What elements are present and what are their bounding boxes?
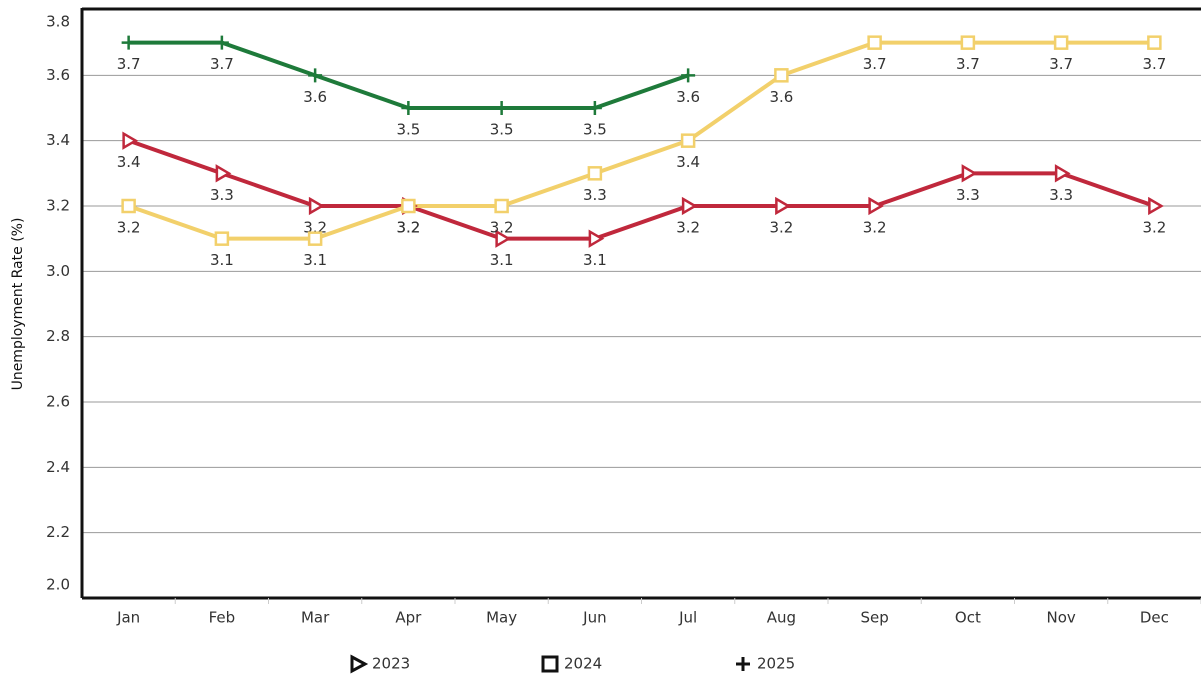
x-tick-label: Aug (767, 609, 796, 627)
data-label: 3.6 (769, 88, 793, 106)
legend-label: 2024 (564, 655, 602, 673)
marker (587, 101, 602, 115)
data-label: 3.4 (676, 153, 700, 171)
data-label: 3.7 (1142, 55, 1166, 73)
marker (587, 166, 603, 181)
marker (401, 198, 416, 214)
legend-label: 2025 (757, 655, 795, 673)
data-label: 3.2 (676, 219, 700, 237)
data-label: 3.3 (956, 186, 980, 204)
marker (681, 196, 698, 216)
x-tick-label: Apr (395, 609, 422, 627)
legend-label: 2023 (372, 655, 410, 673)
marker (960, 35, 976, 50)
y-tick-label: 2.8 (46, 327, 70, 345)
marker (308, 196, 325, 216)
data-label: 3.1 (490, 251, 514, 269)
data-label: 3.5 (490, 121, 514, 139)
data-label: 3.7 (863, 55, 887, 73)
data-label: 3.3 (583, 186, 607, 204)
data-label: 3.5 (583, 121, 607, 139)
marker (308, 68, 323, 83)
x-tick-label: Mar (301, 609, 330, 627)
marker (680, 133, 696, 148)
data-label: 3.7 (117, 55, 141, 73)
x-tick-label: Sep (860, 609, 888, 627)
marker (1148, 196, 1164, 216)
data-label: 3.7 (956, 55, 980, 73)
x-tick-label: Dec (1140, 609, 1169, 627)
y-tick-label: 3.0 (46, 262, 70, 280)
legend-marker (350, 654, 369, 674)
marker (1147, 35, 1162, 50)
data-label: 3.2 (490, 219, 514, 237)
data-label: 3.1 (303, 251, 327, 269)
y-tick-label: 3.4 (46, 131, 70, 149)
y-tick-label: 2.0 (46, 576, 70, 594)
legend-marker (541, 655, 559, 673)
y-tick-label: 2.4 (46, 458, 70, 476)
data-label: 3.1 (583, 251, 607, 269)
y-tick-label: 3.6 (46, 66, 70, 84)
series-line (127, 138, 1156, 241)
marker (494, 198, 509, 214)
data-label: 3.2 (396, 219, 420, 237)
marker (774, 68, 789, 83)
marker (307, 231, 323, 246)
data-label: 3.2 (863, 219, 887, 237)
marker (867, 35, 882, 50)
data-label: 3.7 (1049, 55, 1073, 73)
y-tick-label: 3.8 (46, 13, 70, 31)
series-line (127, 40, 1155, 241)
legend-marker (736, 657, 750, 671)
x-tick-label: Feb (209, 609, 236, 627)
data-label: 3.3 (1049, 186, 1073, 204)
x-tick-label: May (486, 609, 517, 627)
data-label: 3.1 (210, 251, 234, 269)
data-label: 3.2 (769, 219, 793, 237)
marker (588, 229, 605, 248)
data-label: 3.5 (396, 121, 420, 139)
data-label: 3.3 (210, 186, 234, 204)
marker (775, 196, 791, 216)
marker (961, 164, 978, 183)
marker (121, 35, 136, 50)
x-tick-label: Nov (1046, 609, 1075, 627)
x-tick-label: Jan (116, 609, 140, 627)
marker (681, 68, 696, 83)
marker (494, 101, 509, 115)
y-axis-label: Unemployment Rate (%) (10, 218, 26, 391)
x-tick-label: Oct (955, 609, 981, 627)
data-label: 3.4 (117, 153, 141, 171)
data-label: 3.2 (117, 219, 141, 237)
y-tick-label: 2.6 (46, 393, 70, 411)
data-label: 3.7 (210, 55, 234, 73)
legend-item: 2025 (736, 655, 795, 673)
data-label: 3.2 (396, 219, 420, 237)
data-label: 3.2 (1142, 219, 1166, 237)
marker (401, 101, 416, 115)
x-tick-label: Jul (678, 609, 697, 627)
legend-item: 2023 (350, 654, 410, 674)
y-tick-label: 2.2 (46, 523, 70, 541)
marker (1053, 35, 1069, 50)
x-tick-label: Jun (582, 609, 606, 627)
marker (495, 229, 512, 248)
marker (122, 131, 139, 150)
marker (868, 196, 885, 216)
marker (1054, 164, 1071, 183)
y-tick-label: 3.2 (46, 197, 70, 215)
data-label: 3.6 (676, 88, 700, 106)
legend-item: 2024 (541, 655, 602, 673)
marker (215, 164, 232, 183)
marker (214, 35, 229, 50)
marker (121, 198, 136, 214)
marker (214, 231, 230, 246)
data-label: 3.6 (303, 88, 327, 106)
